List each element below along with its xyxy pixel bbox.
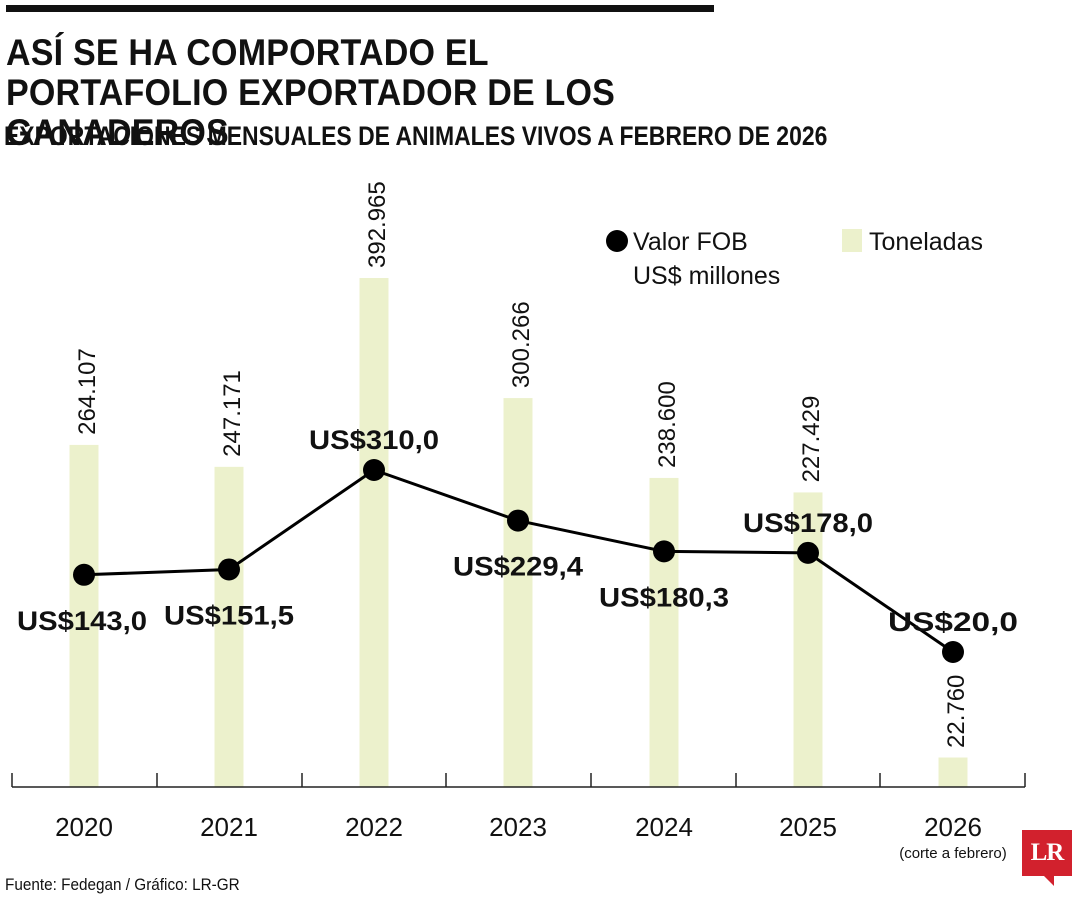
bar-label-2021: 247.171 xyxy=(219,370,246,457)
chart-subtitle: EXPORTACIONES MENSUALES DE ANIMALES VIVO… xyxy=(4,121,828,151)
bar-2022 xyxy=(359,278,389,787)
point-2021 xyxy=(218,558,240,581)
bar-2026 xyxy=(938,757,968,787)
bar-label-2025: 227.429 xyxy=(798,396,825,483)
bar-2025 xyxy=(793,492,823,787)
legend-line-marker xyxy=(606,230,628,252)
x-tick-label-2026: 2026 xyxy=(924,812,982,842)
x-tick-label-2021: 2021 xyxy=(200,812,258,842)
bar-2021 xyxy=(214,466,244,787)
bar-2020 xyxy=(69,444,99,787)
point-label-2020: US$143,0 xyxy=(17,606,147,636)
bar-2023 xyxy=(503,398,533,787)
legend-bar-label: Toneladas xyxy=(869,228,983,256)
top-rule xyxy=(6,5,714,12)
lr-logo-tail xyxy=(1044,876,1054,886)
x-tick-label-2020: 2020 xyxy=(55,812,113,842)
point-2023 xyxy=(507,509,529,532)
point-2020 xyxy=(73,563,95,586)
bar-label-2026: 22.760 xyxy=(943,675,970,748)
bar-label-2023: 300.266 xyxy=(508,301,535,388)
point-label-2021: US$151,5 xyxy=(164,600,294,630)
point-label-2025: US$178,0 xyxy=(743,508,873,538)
x-tick-note-2026: (corte a febrero) xyxy=(899,845,1007,862)
bar-label-2020: 264.107 xyxy=(74,348,101,435)
point-label-2024: US$180,3 xyxy=(599,582,729,612)
point-2026 xyxy=(942,641,964,663)
x-tick-label-2025: 2025 xyxy=(779,812,837,842)
point-2024 xyxy=(653,540,675,563)
point-label-2022: US$310,0 xyxy=(309,425,439,455)
x-tick-label-2022: 2022 xyxy=(345,812,403,842)
legend-bar-marker xyxy=(842,229,862,252)
point-label-2026: US$20,0 xyxy=(888,607,1018,637)
point-2025 xyxy=(797,541,819,564)
legend-line-label-1: Valor FOB xyxy=(633,228,748,256)
x-tick-label-2023: 2023 xyxy=(489,812,547,842)
bar-label-2024: 238.600 xyxy=(654,381,681,468)
bar-2024 xyxy=(649,477,679,787)
bar-label-2022: 392.965 xyxy=(364,181,391,268)
legend-line-label-2: US$ millones xyxy=(633,262,780,290)
x-tick-label-2024: 2024 xyxy=(635,812,693,842)
chart-title: ASÍ SE HA COMPORTADO EL PORTAFOLIO EXPOR… xyxy=(6,32,616,153)
source-note: Fuente: Fedegan / Gráfico: LR-GR xyxy=(5,875,240,894)
point-2022 xyxy=(363,459,385,481)
point-label-2023: US$229,4 xyxy=(453,552,583,582)
lr-logo: LR xyxy=(1022,830,1072,876)
